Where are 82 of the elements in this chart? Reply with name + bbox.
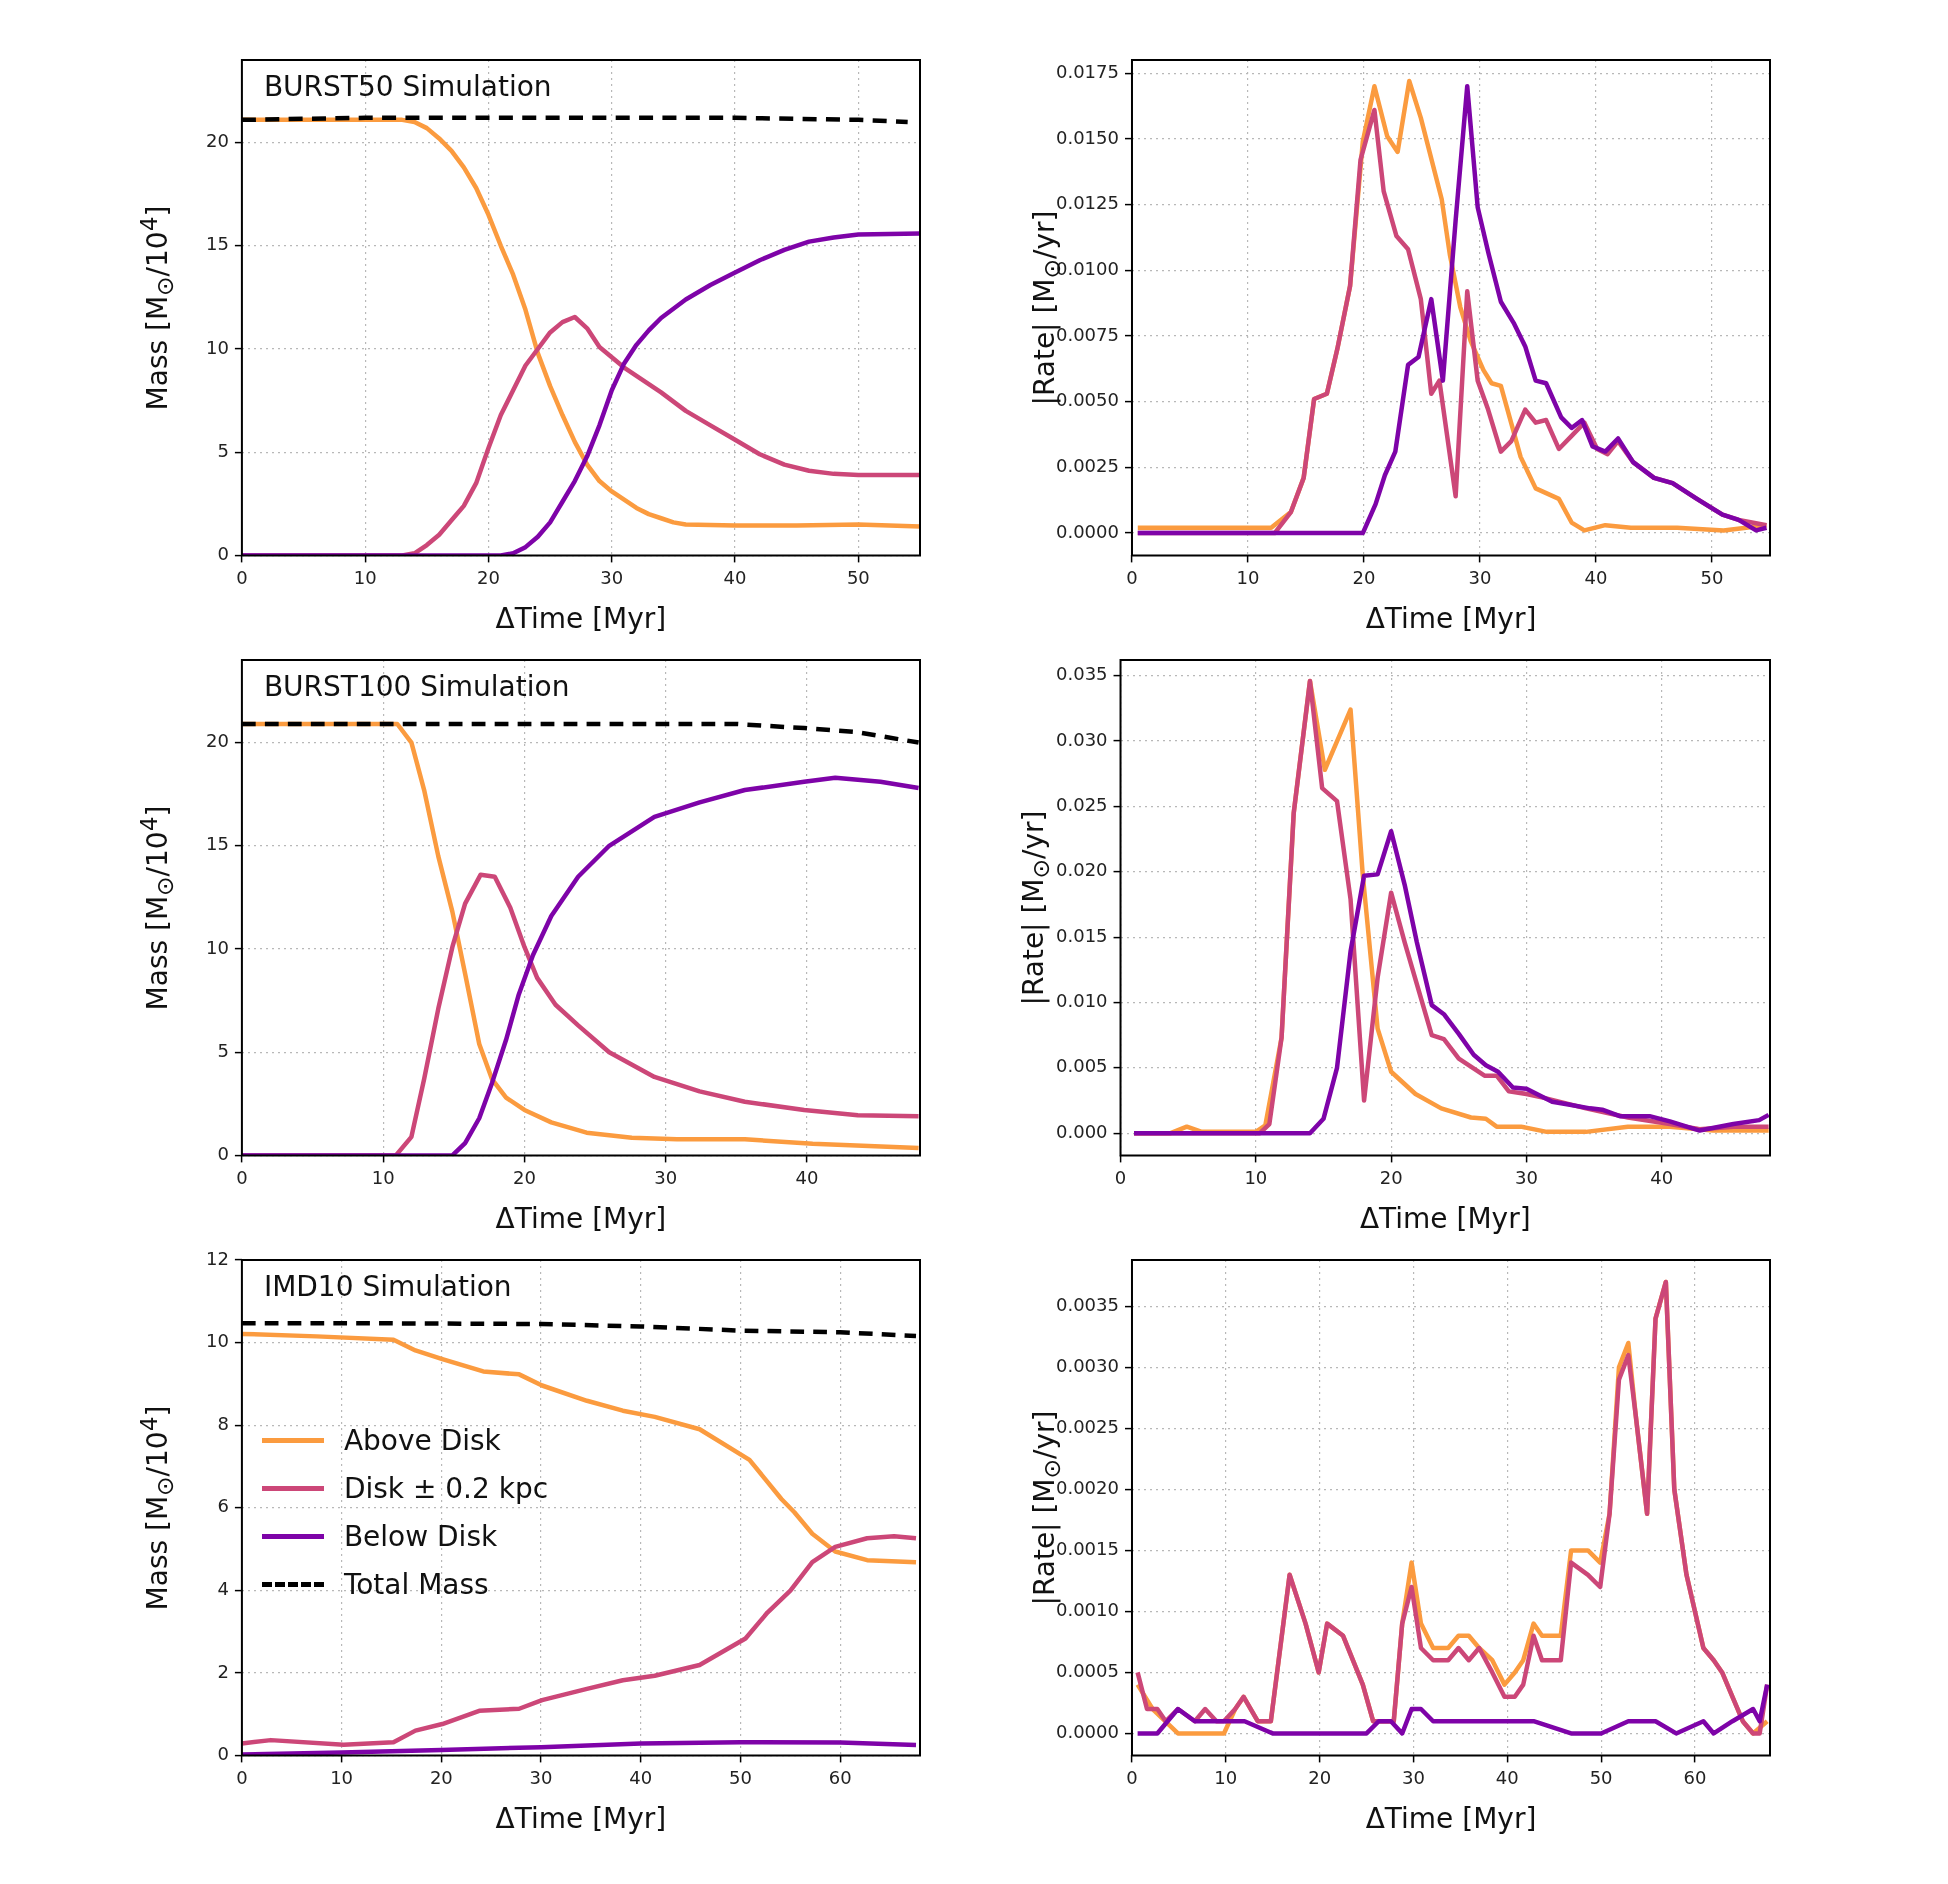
y-tick-label: 0.0175: [1056, 60, 1119, 82]
y-tick-label: 0.0025: [1056, 455, 1119, 477]
y-tick-label: 0.005: [1056, 1055, 1108, 1077]
x-tick-label: 50: [729, 1766, 752, 1788]
x-tick-label: 10: [371, 1166, 395, 1188]
x-tick-label: 20: [1308, 1766, 1332, 1788]
legend-label: Disk ± 0.2 kpc: [343, 1472, 549, 1506]
y-tick-label: 0.0030: [1056, 1355, 1119, 1377]
y-tick-label: 12: [206, 1247, 229, 1269]
x-tick-label: 20: [429, 1766, 453, 1788]
y-tick-label: 0.0005: [1056, 1660, 1119, 1682]
y-tick-label: 0: [217, 1143, 229, 1165]
legend-label: Above Disk: [343, 1424, 501, 1458]
x-tick-label: 60: [1683, 1766, 1707, 1788]
x-tick-label: 30: [1468, 566, 1492, 588]
x-tick-label: 0: [236, 1166, 248, 1188]
x-tick-label: 40: [1650, 1166, 1674, 1188]
y-tick-label: 15: [206, 833, 229, 855]
x-tick-label: 50: [1700, 566, 1724, 588]
y-tick-label: 20: [206, 130, 229, 152]
x-axis-title: ΔTime [Myr]: [1359, 1202, 1531, 1235]
x-axis-title: ΔTime [Myr]: [1365, 602, 1537, 635]
y-tick-label: 10: [206, 336, 229, 358]
y-tick-label: 0.015: [1056, 924, 1108, 946]
y-tick-label: 0.0000: [1056, 520, 1119, 542]
x-tick-label: 20: [1352, 566, 1376, 588]
y-tick-label: 0.0000: [1056, 1721, 1119, 1743]
y-tick-label: 0.000: [1056, 1120, 1108, 1142]
chart-title: BURST50 Simulation: [263, 70, 552, 103]
x-tick-label: 50: [1589, 1766, 1613, 1788]
y-tick-label: 5: [217, 439, 229, 461]
y-tick-label: 4: [217, 1577, 229, 1599]
y-tick-label: 0.010: [1056, 990, 1108, 1012]
x-tick-label: 60: [828, 1766, 852, 1788]
y-tick-label: 20: [206, 730, 229, 752]
x-tick-label: 20: [1379, 1166, 1403, 1188]
x-axis-title: ΔTime [Myr]: [1365, 1802, 1537, 1835]
x-tick-label: 0: [1126, 1766, 1138, 1788]
x-tick-label: 40: [1495, 1766, 1519, 1788]
y-tick-label: 0: [217, 543, 229, 565]
y-tick-label: 15: [206, 233, 229, 255]
y-tick-label: 6: [217, 1495, 229, 1517]
y-tick-label: 10: [206, 1330, 229, 1352]
legend-label: Total Mass: [343, 1568, 489, 1602]
x-tick-label: 40: [629, 1766, 653, 1788]
y-tick-label: 0.025: [1056, 794, 1108, 816]
y-tick-label: 0.035: [1056, 663, 1108, 685]
x-tick-label: 30: [600, 566, 624, 588]
y-tick-label: 5: [217, 1039, 229, 1061]
y-tick-label: 0.0125: [1056, 192, 1119, 214]
x-tick-label: 10: [1214, 1766, 1238, 1788]
x-tick-label: 30: [1402, 1766, 1425, 1788]
y-tick-label: 0.030: [1056, 728, 1108, 750]
y-tick-label: 0.020: [1056, 859, 1108, 881]
x-tick-label: 30: [654, 1166, 678, 1188]
x-tick-label: 20: [477, 566, 500, 588]
x-tick-label: 50: [846, 566, 870, 588]
x-tick-label: 30: [1515, 1166, 1538, 1188]
x-tick-label: 40: [723, 566, 747, 588]
y-tick-label: 2: [217, 1660, 229, 1682]
x-tick-label: 0: [236, 1766, 248, 1788]
x-tick-label: 0: [1126, 566, 1138, 588]
x-axis-title: ΔTime [Myr]: [495, 1802, 667, 1835]
y-tick-label: 8: [217, 1412, 229, 1434]
x-tick-label: 30: [529, 1766, 553, 1788]
x-tick-label: 10: [330, 1766, 354, 1788]
y-tick-label: 10: [206, 936, 229, 958]
x-tick-label: 10: [1236, 566, 1260, 588]
x-axis-title: ΔTime [Myr]: [495, 1202, 667, 1235]
y-tick-label: 0: [217, 1743, 229, 1765]
x-tick-label: 0: [236, 566, 248, 588]
legend-label: Below Disk: [343, 1520, 498, 1554]
y-tick-label: 0.0150: [1056, 126, 1119, 148]
y-tick-label: 0.0035: [1056, 1294, 1119, 1316]
chart-title: BURST100 Simulation: [263, 670, 570, 703]
chart-title: IMD10 Simulation: [263, 1270, 512, 1303]
x-axis-title: ΔTime [Myr]: [495, 602, 667, 635]
x-tick-label: 40: [795, 1166, 819, 1188]
x-tick-label: 20: [512, 1166, 536, 1188]
x-tick-label: 40: [1584, 566, 1608, 588]
x-tick-label: 10: [1244, 1166, 1268, 1188]
x-tick-label: 10: [353, 566, 377, 588]
